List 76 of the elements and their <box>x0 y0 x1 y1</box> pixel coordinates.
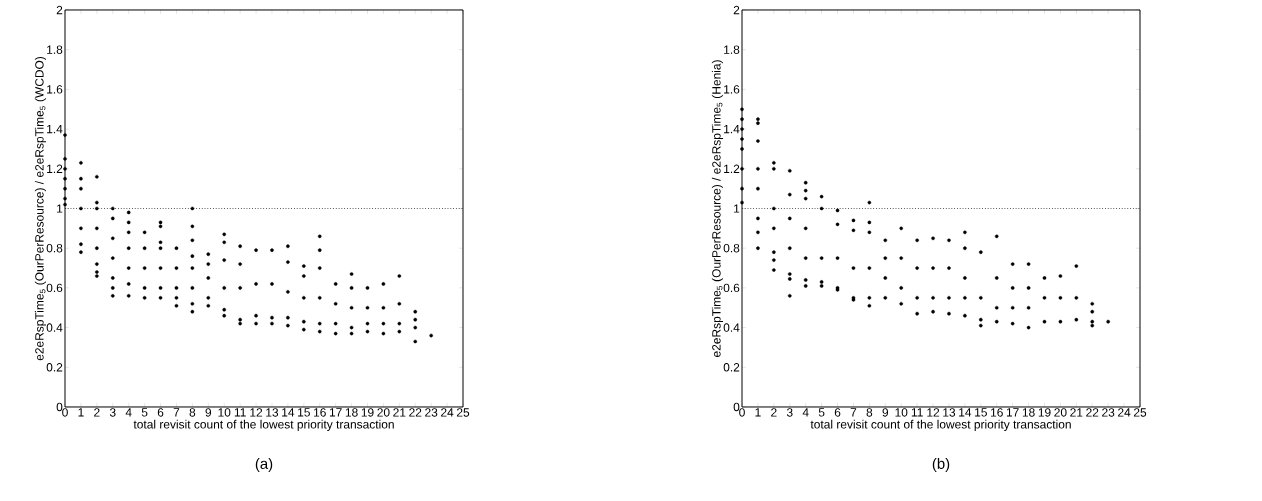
x-tick-label: 18 <box>345 408 358 417</box>
text: (a) <box>255 458 273 472</box>
x-tick-label: 11 <box>234 408 246 417</box>
x-tick-label: 21 <box>1070 408 1083 417</box>
y-tick-label: 0.4 <box>723 323 740 332</box>
x-tick-label: 21 <box>393 408 406 417</box>
x-tick-label: 24 <box>441 408 454 417</box>
x-tick-label: 1 <box>755 408 761 417</box>
y-tick-label: 0.8 <box>46 243 63 253</box>
x-tick-label: 16 <box>313 408 326 417</box>
x-tick-label: 3 <box>786 408 793 417</box>
y-tick-label: 1.4 <box>724 124 740 134</box>
y-tick-label: 1 <box>57 204 63 213</box>
x-tick-label: 4 <box>802 408 809 417</box>
text: (b) <box>932 458 950 472</box>
x-tick-label: 11 <box>911 408 923 417</box>
y-axis-title: e2eRspTime$_{5}$ (OurPerResource) / e2eRspTime$_{5}$ (WCDO) <box>34 56 47 361</box>
x-tick-label: 12 <box>927 408 940 417</box>
x-tick-label: 2 <box>771 408 777 417</box>
x-tick-label: 3 <box>109 408 116 417</box>
x-tick-label: 25 <box>1133 408 1147 417</box>
y-tick-label: 1.8 <box>47 45 63 54</box>
x-tick-label: 17 <box>329 408 342 417</box>
x-tick-label: 7 <box>850 408 857 417</box>
x-tick-label: 14 <box>959 408 972 417</box>
x-tick-label: 10 <box>218 408 231 417</box>
x-tick-label: 9 <box>205 408 212 417</box>
y-tick-label: 0.6 <box>723 283 740 293</box>
x-tick-label: 10 <box>895 408 908 417</box>
x-tick-label: 8 <box>189 408 196 417</box>
x-tick-label: 17 <box>1006 408 1019 417</box>
x-tick-label: 2 <box>94 408 100 417</box>
x-axis-title: total revisit count of the lowest priority transaction <box>810 419 1071 431</box>
x-tick-label: 23 <box>1102 408 1115 417</box>
x-tick-label: 6 <box>157 408 164 417</box>
y-tick-label: 2 <box>733 5 740 15</box>
x-tick-label: 13 <box>266 408 279 417</box>
x-tick-label: 9 <box>882 408 889 417</box>
y-tick-label: 1.2 <box>47 164 63 173</box>
x-tick-label: 22 <box>1086 408 1099 417</box>
y-axis-title: e2eRspTime$_{5}$ (OurPerResource) / e2eRspTime$_{5}$ (Henia) <box>711 60 724 357</box>
x-tick-label: 5 <box>141 408 148 417</box>
x-axis-title: total revisit count of the lowest priority transaction <box>133 419 394 431</box>
y-tick-label: 1.6 <box>47 85 63 94</box>
y-tick-label: 1.2 <box>724 164 740 173</box>
x-tick-label: 15 <box>975 408 987 417</box>
x-tick-label: 20 <box>377 408 390 417</box>
x-tick-label: 15 <box>298 408 310 417</box>
y-tick-label: 0.6 <box>46 283 63 293</box>
y-tick-label: 0.4 <box>46 323 63 332</box>
y-tick-label: 0.2 <box>723 363 740 372</box>
y-tick-label: 0.8 <box>723 243 740 253</box>
x-tick-label: 25 <box>456 408 470 417</box>
x-tick-label: 5 <box>818 408 825 417</box>
y-tick-label: 1.8 <box>724 45 740 54</box>
x-tick-label: 18 <box>1022 408 1035 417</box>
x-tick-label: 8 <box>866 408 873 417</box>
y-tick-label: 0.2 <box>46 363 63 372</box>
x-tick-label: 19 <box>361 408 374 417</box>
x-tick-label: 16 <box>990 408 1003 417</box>
x-tick-label: 4 <box>125 408 132 417</box>
x-tick-label: 23 <box>425 408 438 417</box>
y-tick-label: 1.6 <box>724 85 740 94</box>
x-tick-label: 13 <box>943 408 956 417</box>
y-tick-label: 2 <box>56 5 63 15</box>
x-tick-label: 22 <box>409 408 422 417</box>
x-tick-label: 14 <box>282 408 295 417</box>
x-tick-label: 20 <box>1054 408 1067 417</box>
x-tick-label: 19 <box>1038 408 1051 417</box>
x-tick-label: 6 <box>834 408 841 417</box>
y-tick-label: 1 <box>734 204 740 213</box>
x-tick-label: 12 <box>250 408 263 417</box>
x-tick-label: 24 <box>1118 408 1131 417</box>
y-tick-label: 1.4 <box>47 124 63 134</box>
x-tick-label: 7 <box>173 408 180 417</box>
x-tick-label: 1 <box>78 408 84 417</box>
